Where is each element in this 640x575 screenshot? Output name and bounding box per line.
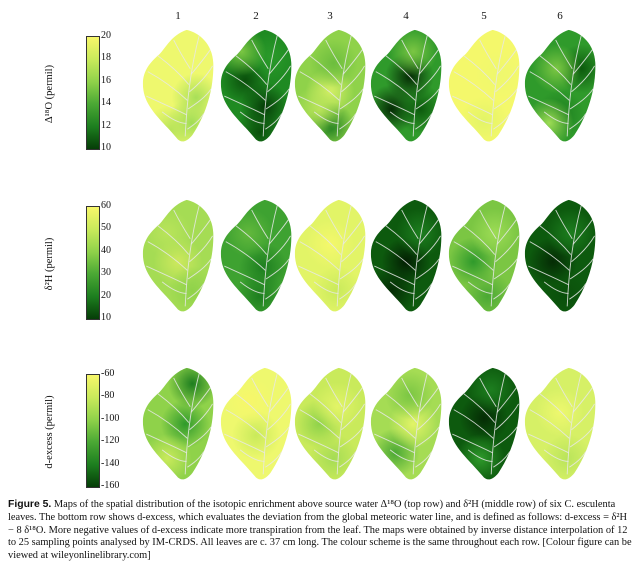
leaf-map (370, 199, 442, 312)
leaf-map (142, 29, 214, 142)
row-axis-label: δ²H (permil) (44, 237, 55, 291)
column-number-6: 6 (557, 10, 563, 22)
colorbar-tick-label: -160 (101, 480, 120, 491)
leaf-map (294, 367, 366, 480)
colorbar-tick-label: 18 (101, 52, 111, 64)
colorbar-tick-label: 16 (101, 74, 111, 86)
column-number-5: 5 (481, 10, 487, 22)
colorbar-tick-label: 30 (101, 267, 111, 279)
colorbar (86, 36, 100, 150)
figure-caption: Figure 5. Maps of the spatial distributi… (8, 499, 633, 562)
leaf-map (448, 367, 520, 480)
row-axis-label: Δ¹⁸O (permil) (44, 64, 55, 124)
leaf-map (142, 367, 214, 480)
colorbar-tick-label: 60 (101, 200, 111, 211)
column-number-2: 2 (253, 10, 259, 22)
leaf-map (370, 367, 442, 480)
leaf-map (220, 199, 292, 312)
leaf-map (294, 29, 366, 142)
colorbar-tick-label: -140 (101, 457, 120, 469)
leaf-map (524, 199, 596, 312)
colorbar (86, 374, 100, 488)
leaf-map (524, 29, 596, 142)
colorbar-tick-label: 10 (101, 312, 111, 323)
colorbar-tick-label: -100 (101, 412, 120, 424)
leaf-map (294, 199, 366, 312)
leaf-map (370, 29, 442, 142)
leaf-map (220, 29, 292, 142)
column-number-3: 3 (327, 10, 333, 22)
column-number-4: 4 (403, 10, 409, 22)
colorbar-tick-label: -60 (101, 368, 115, 379)
leaf-map (448, 199, 520, 312)
colorbar-tick-label: 40 (101, 244, 111, 256)
caption-label: Figure 5. (8, 499, 52, 511)
column-number-1: 1 (175, 10, 181, 22)
leaf-map (220, 367, 292, 480)
colorbar-tick-label: -80 (101, 390, 115, 402)
leaf-map (142, 199, 214, 312)
colorbar (86, 206, 100, 320)
colorbar-tick-label: 10 (101, 142, 111, 153)
colorbar-tick-label: 50 (101, 222, 111, 234)
caption-text: Maps of the spatial distribution of the … (8, 499, 632, 561)
colorbar-tick-label: 14 (101, 97, 111, 109)
colorbar-tick-label: 20 (101, 289, 111, 301)
row-axis-label: d-excess (permil) (44, 395, 55, 469)
colorbar-tick-label: 20 (101, 30, 111, 41)
colorbar-tick-label: 12 (101, 119, 111, 131)
colorbar-tick-label: -120 (101, 435, 120, 447)
leaf-map (448, 29, 520, 142)
leaf-map (524, 367, 596, 480)
